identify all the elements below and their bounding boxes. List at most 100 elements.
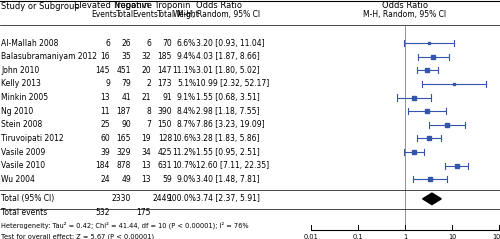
Text: 425: 425	[158, 147, 172, 157]
Text: 7.86 [3.23, 19.09]: 7.86 [3.23, 19.09]	[196, 120, 264, 129]
Text: Total (95% CI): Total (95% CI)	[1, 194, 54, 203]
Text: 8.4%: 8.4%	[177, 107, 196, 116]
Text: Odds Ratio: Odds Ratio	[382, 1, 428, 10]
Text: 165: 165	[116, 134, 131, 143]
Text: Events: Events	[132, 10, 158, 19]
Text: 2449: 2449	[152, 194, 172, 203]
Text: 173: 173	[158, 79, 172, 88]
Text: 532: 532	[96, 208, 110, 217]
Text: Vasile 2009: Vasile 2009	[1, 147, 45, 157]
Text: 390: 390	[158, 107, 172, 116]
Text: Total events: Total events	[1, 208, 47, 217]
Text: 13: 13	[142, 161, 151, 170]
Text: 9.4%: 9.4%	[176, 52, 196, 61]
Text: M-H, Random, 95% CI: M-H, Random, 95% CI	[178, 10, 260, 19]
Text: 128: 128	[158, 134, 172, 143]
Text: 11.1%: 11.1%	[172, 66, 196, 75]
Text: 6: 6	[146, 38, 151, 48]
Text: Minkin 2005: Minkin 2005	[1, 93, 48, 102]
Text: 3.28 [1.83, 5.86]: 3.28 [1.83, 5.86]	[196, 134, 259, 143]
Text: 12.60 [7.11, 22.35]: 12.60 [7.11, 22.35]	[196, 161, 268, 170]
Text: 3.20 [0.93, 11.04]: 3.20 [0.93, 11.04]	[196, 38, 264, 48]
Text: John 2010: John 2010	[1, 66, 39, 75]
Text: Elevated Troponin: Elevated Troponin	[74, 1, 149, 10]
Text: 3.74 [2.37, 5.91]: 3.74 [2.37, 5.91]	[196, 194, 260, 203]
Text: 6.6%: 6.6%	[176, 38, 196, 48]
Text: 16: 16	[100, 52, 110, 61]
Text: 32: 32	[142, 52, 151, 61]
Text: 8: 8	[146, 107, 151, 116]
Text: 451: 451	[116, 66, 131, 75]
Text: 5.1%: 5.1%	[177, 79, 196, 88]
Text: 185: 185	[158, 52, 172, 61]
Text: 41: 41	[122, 93, 131, 102]
Text: Events: Events	[91, 10, 117, 19]
Text: 90: 90	[121, 120, 131, 129]
Text: 1: 1	[403, 234, 407, 239]
Text: 10.99 [2.32, 52.17]: 10.99 [2.32, 52.17]	[196, 79, 269, 88]
Text: 26: 26	[122, 38, 131, 48]
Polygon shape	[422, 193, 442, 205]
Text: Wu 2004: Wu 2004	[1, 175, 35, 184]
Text: 2330: 2330	[112, 194, 131, 203]
Text: Study or Subgroup: Study or Subgroup	[1, 2, 80, 11]
Text: 3.01 [1.80, 5.02]: 3.01 [1.80, 5.02]	[196, 66, 259, 75]
Text: Kelly 2013: Kelly 2013	[1, 79, 41, 88]
Text: Stein 2008: Stein 2008	[1, 120, 42, 129]
Text: 25: 25	[100, 120, 110, 129]
Text: 4.03 [1.87, 8.66]: 4.03 [1.87, 8.66]	[196, 52, 259, 61]
Text: 329: 329	[116, 147, 131, 157]
Text: 10.7%: 10.7%	[172, 161, 196, 170]
Text: 91: 91	[162, 93, 172, 102]
Text: Balasubramaniyam 2012: Balasubramaniyam 2012	[1, 52, 97, 61]
Text: 35: 35	[121, 52, 131, 61]
Text: 8.7%: 8.7%	[177, 120, 196, 129]
Text: 20: 20	[142, 66, 151, 75]
Text: 3.40 [1.48, 7.81]: 3.40 [1.48, 7.81]	[196, 175, 259, 184]
Text: 49: 49	[121, 175, 131, 184]
Text: 21: 21	[142, 93, 151, 102]
Text: 60: 60	[100, 134, 110, 143]
Text: 34: 34	[142, 147, 151, 157]
Text: 100: 100	[492, 234, 500, 239]
Text: 631: 631	[158, 161, 172, 170]
Text: Al-Mallah 2008: Al-Mallah 2008	[1, 38, 58, 48]
Text: 2.98 [1.18, 7.55]: 2.98 [1.18, 7.55]	[196, 107, 259, 116]
Text: 6: 6	[105, 38, 110, 48]
Text: 187: 187	[116, 107, 131, 116]
Text: 0.01: 0.01	[304, 234, 318, 239]
Text: 878: 878	[116, 161, 131, 170]
Text: 24: 24	[100, 175, 110, 184]
Text: 59: 59	[162, 175, 172, 184]
Text: Heterogeneity: Tau² = 0.42; Chi² = 41.44, df = 10 (P < 0.00001); I² = 76%: Heterogeneity: Tau² = 0.42; Chi² = 41.44…	[1, 221, 248, 229]
Text: 184: 184	[96, 161, 110, 170]
Text: 100.0%: 100.0%	[167, 194, 196, 203]
Text: Total: Total	[116, 10, 134, 19]
Text: 11: 11	[100, 107, 110, 116]
Text: Ng 2010: Ng 2010	[1, 107, 33, 116]
Text: 10.6%: 10.6%	[172, 134, 196, 143]
Text: M-H, Random, 95% CI: M-H, Random, 95% CI	[364, 10, 446, 19]
Text: 7: 7	[146, 120, 151, 129]
Text: Test for overall effect: Z = 5.67 (P < 0.00001): Test for overall effect: Z = 5.67 (P < 0…	[1, 234, 154, 239]
Text: 70: 70	[162, 38, 172, 48]
Text: 150: 150	[158, 120, 172, 129]
Text: 0.1: 0.1	[353, 234, 363, 239]
Text: 13: 13	[142, 175, 151, 184]
Text: 145: 145	[96, 66, 110, 75]
Text: Negative Troponin: Negative Troponin	[114, 1, 191, 10]
Text: 175: 175	[136, 208, 151, 217]
Text: Vasile 2010: Vasile 2010	[1, 161, 45, 170]
Text: Tiruvoipati 2012: Tiruvoipati 2012	[1, 134, 64, 143]
Text: 9: 9	[105, 79, 110, 88]
Text: 13: 13	[100, 93, 110, 102]
Text: 2: 2	[146, 79, 151, 88]
Text: Total: Total	[157, 10, 175, 19]
Text: Weight: Weight	[172, 10, 200, 19]
Text: 79: 79	[121, 79, 131, 88]
Text: 9.0%: 9.0%	[176, 175, 196, 184]
Text: Odds Ratio: Odds Ratio	[196, 1, 242, 10]
Text: 9.1%: 9.1%	[177, 93, 196, 102]
Text: 11.2%: 11.2%	[172, 147, 196, 157]
Text: 1.55 [0.68, 3.51]: 1.55 [0.68, 3.51]	[196, 93, 259, 102]
